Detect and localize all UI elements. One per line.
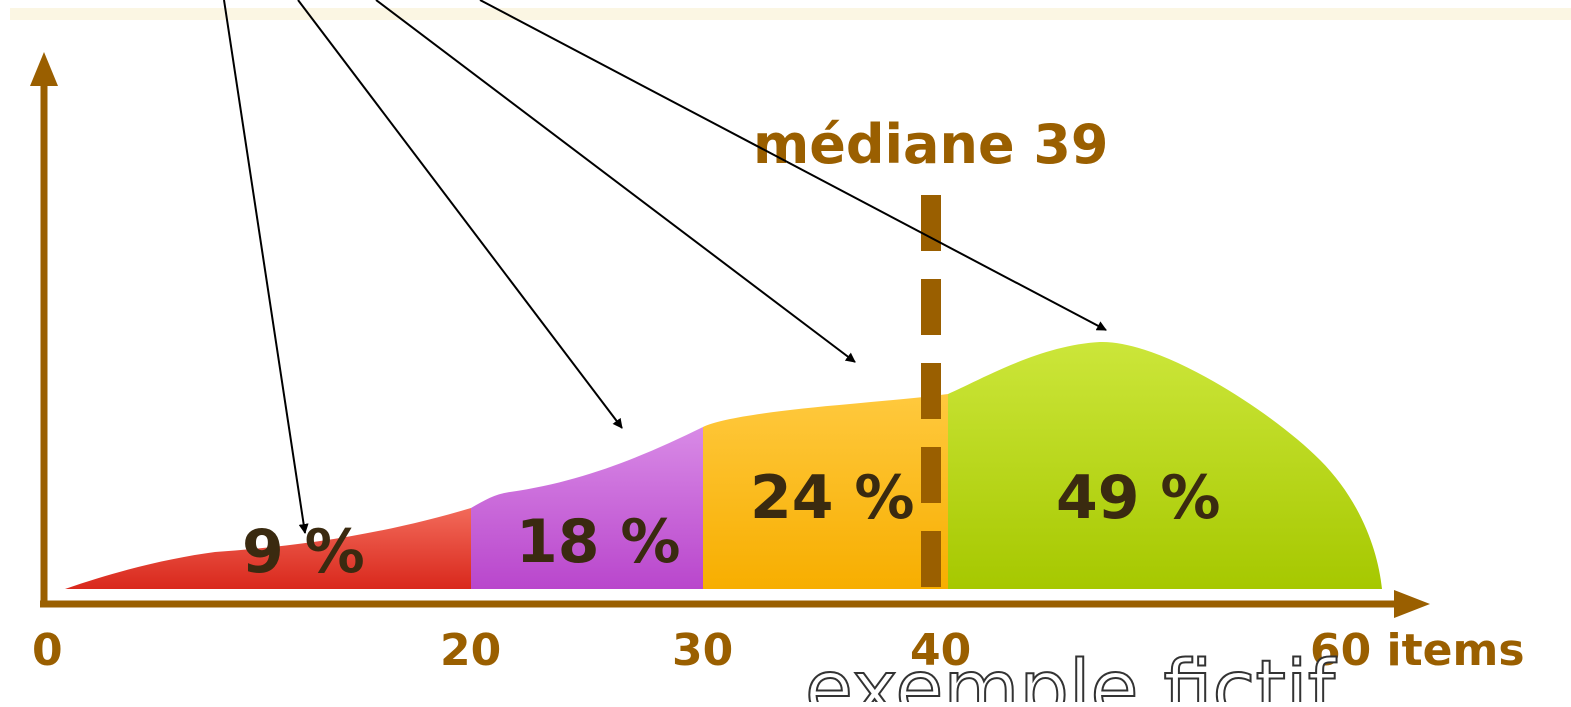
x-tick-40: 40 [910, 625, 971, 676]
pct-label-2: 24 % [750, 463, 915, 533]
area-segment-0-20 [65, 508, 471, 589]
area-segment-40-60 [948, 341, 1382, 589]
arrow-to-segment-1 [297, 0, 623, 429]
top-strip [10, 8, 1571, 20]
arrow-to-segment-2 [375, 0, 856, 363]
x-tick-0: 0 [32, 625, 63, 676]
pct-label-1: 18 % [516, 507, 681, 577]
area-segment-20-30 [471, 427, 703, 589]
area-segment-30-40 [703, 394, 948, 589]
y-axis-arrow-icon [30, 52, 58, 86]
x-tick-30: 30 [672, 625, 733, 676]
x-tick-20: 20 [440, 625, 501, 676]
annotation-text: exemple fictif [805, 645, 1337, 702]
arrow-to-segment-3 [479, 0, 1107, 331]
pct-label-3: 49 % [1056, 463, 1221, 533]
x-axis-arrow-icon [1394, 590, 1430, 618]
median-label: médiane 39 [753, 113, 1109, 176]
arrow-to-segment-0 [223, 0, 309, 534]
x-tick-60-items: 60 items [1310, 625, 1525, 676]
